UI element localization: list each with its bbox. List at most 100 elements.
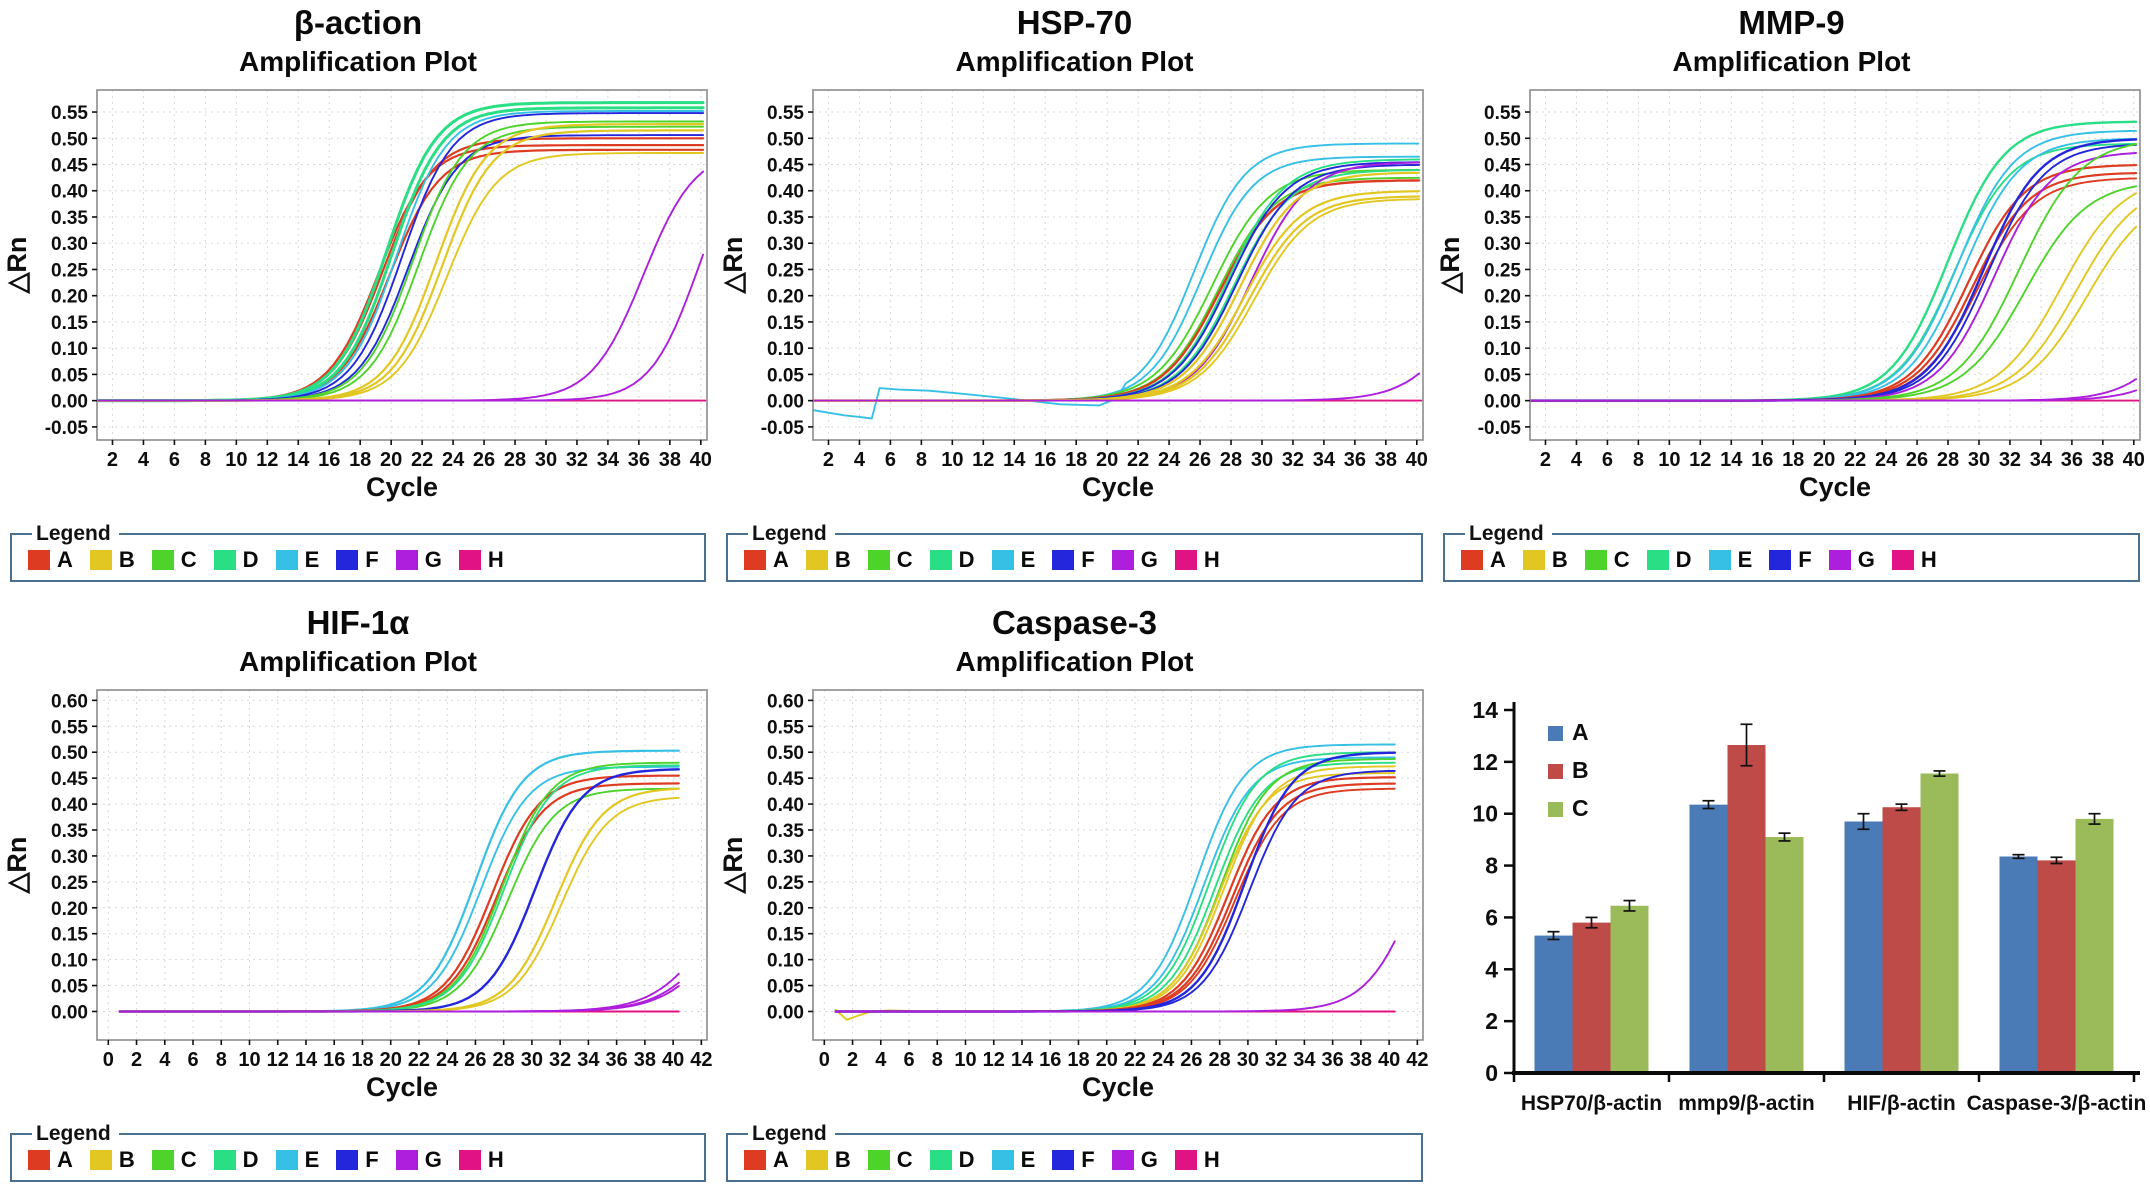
x-axis-label: Cycle	[1082, 1072, 1154, 1102]
legend-label-D: D	[958, 1147, 975, 1172]
bar-C-0	[1610, 905, 1649, 1073]
bar-B-3	[2037, 860, 2076, 1073]
svg-text:36: 36	[628, 449, 650, 471]
svg-text:24: 24	[442, 449, 465, 471]
legend-item-D: D	[213, 547, 259, 573]
svg-text:38: 38	[2092, 449, 2114, 471]
svg-text:0.35: 0.35	[51, 821, 88, 842]
legend-label-H: H	[1203, 1147, 1220, 1172]
legend-swatch-D	[213, 1150, 236, 1170]
svg-text:Caspase-3/β-actin: Caspase-3/β-actin	[1967, 1092, 2147, 1115]
legend-swatch-E	[1708, 550, 1731, 570]
legend-box: Legend A B C D E F G H	[1443, 522, 2140, 582]
legend-item-H: H	[458, 1147, 504, 1173]
svg-text:32: 32	[1265, 1049, 1287, 1071]
legend-swatch-F	[336, 550, 359, 570]
axes: 0.60 0.55 0.50 0.45 0.40 0.35 0.30 0.25 0.20 0.15…	[51, 691, 712, 1071]
legend-item-C: C	[151, 1147, 197, 1173]
amplification-curves	[118, 749, 680, 1013]
gridlines	[813, 690, 1423, 1040]
svg-text:0.10: 0.10	[51, 951, 88, 972]
svg-text:10: 10	[225, 449, 247, 471]
svg-text:0.05: 0.05	[767, 977, 804, 998]
svg-text:2: 2	[131, 1049, 142, 1071]
svg-text:30: 30	[535, 449, 557, 471]
svg-text:38: 38	[634, 1049, 656, 1071]
legend-swatch-C	[1584, 550, 1607, 570]
svg-text:26: 26	[1189, 449, 1211, 471]
svg-text:28: 28	[1937, 449, 1959, 471]
legend-label-G: G	[424, 1147, 442, 1172]
svg-text:36: 36	[2061, 449, 2083, 471]
plot-subtitle: Amplification Plot	[1672, 46, 1911, 77]
legend-box: Legend A B C D E F G H	[10, 1122, 706, 1182]
svg-text:32: 32	[1282, 449, 1304, 471]
panel-bar-chart: 0 2 4 6 8 10 12 14 HSP70/β-actin mmp9/β-actin HIF/…	[1433, 600, 2150, 1198]
svg-text:20: 20	[1096, 449, 1118, 471]
legend-label-G: G	[424, 547, 442, 572]
amplification-curves	[813, 142, 1423, 420]
panel-mmp-9: MMP-9 Amplification Plot 0.55 0.50 0.45 0.4…	[1433, 0, 2150, 600]
svg-text:0.55: 0.55	[51, 717, 88, 738]
x-axis-label: Cycle	[1799, 472, 1871, 502]
svg-text:0.20: 0.20	[767, 899, 804, 920]
svg-text:0.10: 0.10	[51, 339, 88, 360]
legend-items: A B C D E F G H	[744, 1147, 1421, 1173]
legend-label-H: H	[487, 547, 504, 572]
bar-legend-label-C: C	[1572, 795, 1589, 821]
svg-text:0.40: 0.40	[1484, 182, 1521, 203]
axes: 0.55 0.50 0.45 0.40 0.35 0.30 0.25 0.20 0.15 0.10…	[1478, 103, 2145, 471]
svg-text:10: 10	[941, 449, 963, 471]
svg-text:6: 6	[903, 1049, 914, 1071]
legend-item-H: H	[1891, 547, 1937, 573]
legend-label-H: H	[487, 1147, 504, 1172]
svg-text:40: 40	[1378, 1049, 1400, 1071]
svg-text:8: 8	[916, 449, 927, 471]
legend-item-D: D	[213, 1147, 259, 1173]
svg-text:16: 16	[1034, 449, 1056, 471]
svg-text:2: 2	[1485, 1008, 1498, 1034]
svg-text:28: 28	[504, 449, 526, 471]
legend-swatch-C	[867, 1150, 890, 1170]
svg-text:20: 20	[380, 1049, 402, 1071]
bar-axes: 0 2 4 6 8 10 12 14	[1472, 697, 1514, 1086]
legend-label-F: F	[365, 547, 379, 572]
svg-text:0: 0	[1485, 1060, 1498, 1086]
hsp-70-amplification-plot: 0.55 0.50 0.45 0.40 0.35 0.30 0.25 0.20 0.15 0.10…	[718, 89, 1428, 502]
svg-text:0.30: 0.30	[767, 234, 804, 255]
legend-swatch-F	[1052, 550, 1075, 570]
svg-text:0.25: 0.25	[1484, 260, 1521, 281]
svg-text:30: 30	[1251, 449, 1273, 471]
svg-text:14: 14	[1011, 1049, 1034, 1071]
legend-label-B: B	[118, 547, 135, 572]
svg-text:0.20: 0.20	[1484, 287, 1521, 308]
svg-text:-0.05: -0.05	[761, 418, 805, 439]
svg-text:42: 42	[690, 1049, 712, 1071]
svg-text:2: 2	[1540, 449, 1551, 471]
legend-swatch-H	[1174, 550, 1197, 570]
beta-action-amplification-plot: 0.55 0.50 0.45 0.40 0.35 0.30 0.25 0.20 0.15 0.10…	[2, 89, 712, 502]
svg-text:0.20: 0.20	[51, 287, 88, 308]
legend-label-C: C	[1613, 547, 1630, 572]
svg-text:8: 8	[200, 449, 211, 471]
svg-text:38: 38	[659, 449, 681, 471]
svg-text:16: 16	[318, 449, 340, 471]
svg-text:14: 14	[1472, 697, 1498, 723]
legend-swatch-E	[991, 1150, 1014, 1170]
svg-text:20: 20	[1813, 449, 1835, 471]
svg-text:18: 18	[1067, 1049, 1089, 1071]
svg-text:6: 6	[1602, 449, 1613, 471]
gene-title-caspase-3: Caspase-3	[991, 604, 1158, 641]
svg-text:HSP70/β-actin: HSP70/β-actin	[1521, 1092, 1662, 1115]
legend-swatch-A	[28, 550, 50, 570]
plot-subtitle: Amplification Plot	[239, 646, 477, 677]
legend-item-E: E	[991, 1147, 1035, 1173]
legend-label-D: D	[242, 547, 259, 572]
svg-text:2: 2	[107, 449, 118, 471]
svg-text:40: 40	[2123, 449, 2145, 471]
legend-swatch-H	[458, 1150, 481, 1170]
bar-legend-swatch-C	[1548, 802, 1563, 817]
legend-label-A: A	[773, 1147, 789, 1172]
x-axis-label: Cycle	[366, 1072, 438, 1102]
legend-label-E: E	[1020, 547, 1036, 572]
